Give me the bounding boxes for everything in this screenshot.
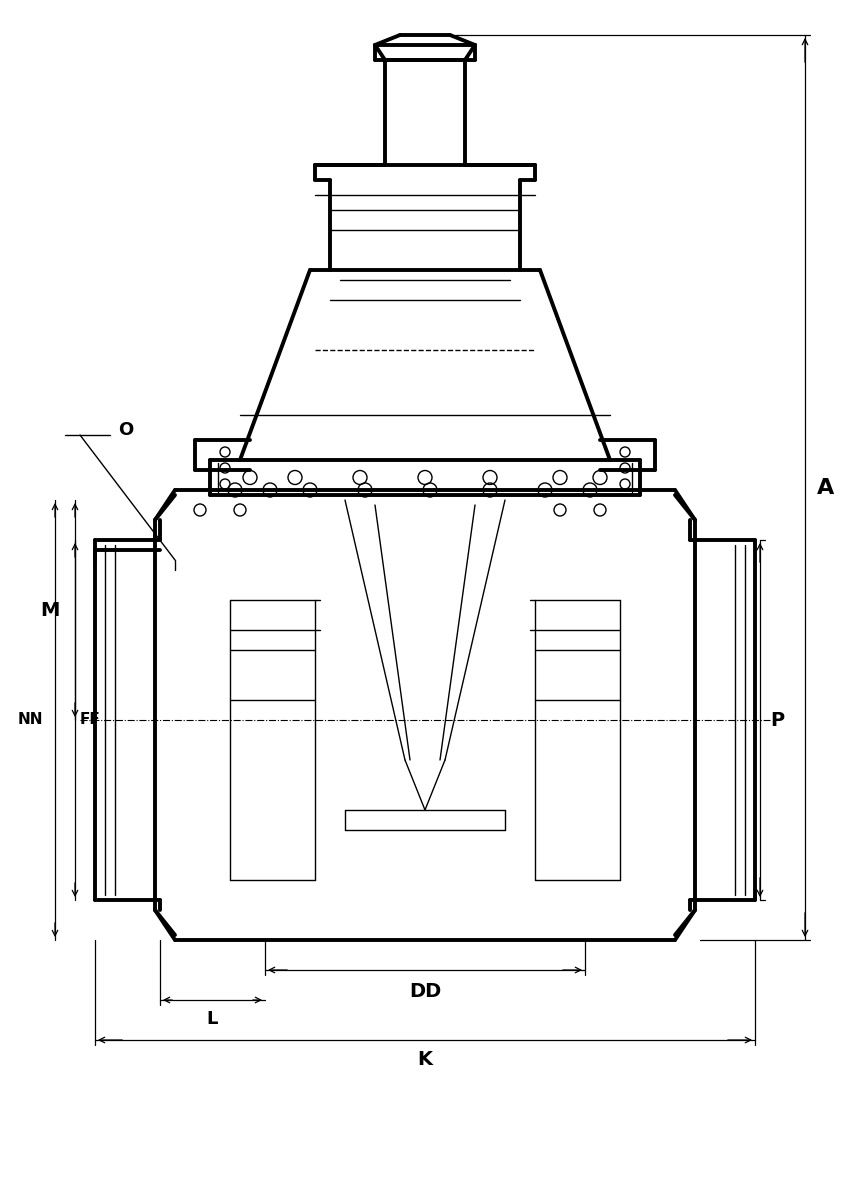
Text: O: O [118, 421, 133, 439]
Text: FF: FF [80, 713, 101, 727]
Text: DD: DD [409, 981, 441, 1001]
Text: A: A [817, 478, 834, 498]
Text: K: K [417, 1050, 433, 1069]
Text: L: L [207, 1010, 218, 1028]
Text: P: P [770, 710, 784, 730]
Text: NN: NN [18, 713, 43, 727]
Text: M: M [41, 601, 60, 620]
